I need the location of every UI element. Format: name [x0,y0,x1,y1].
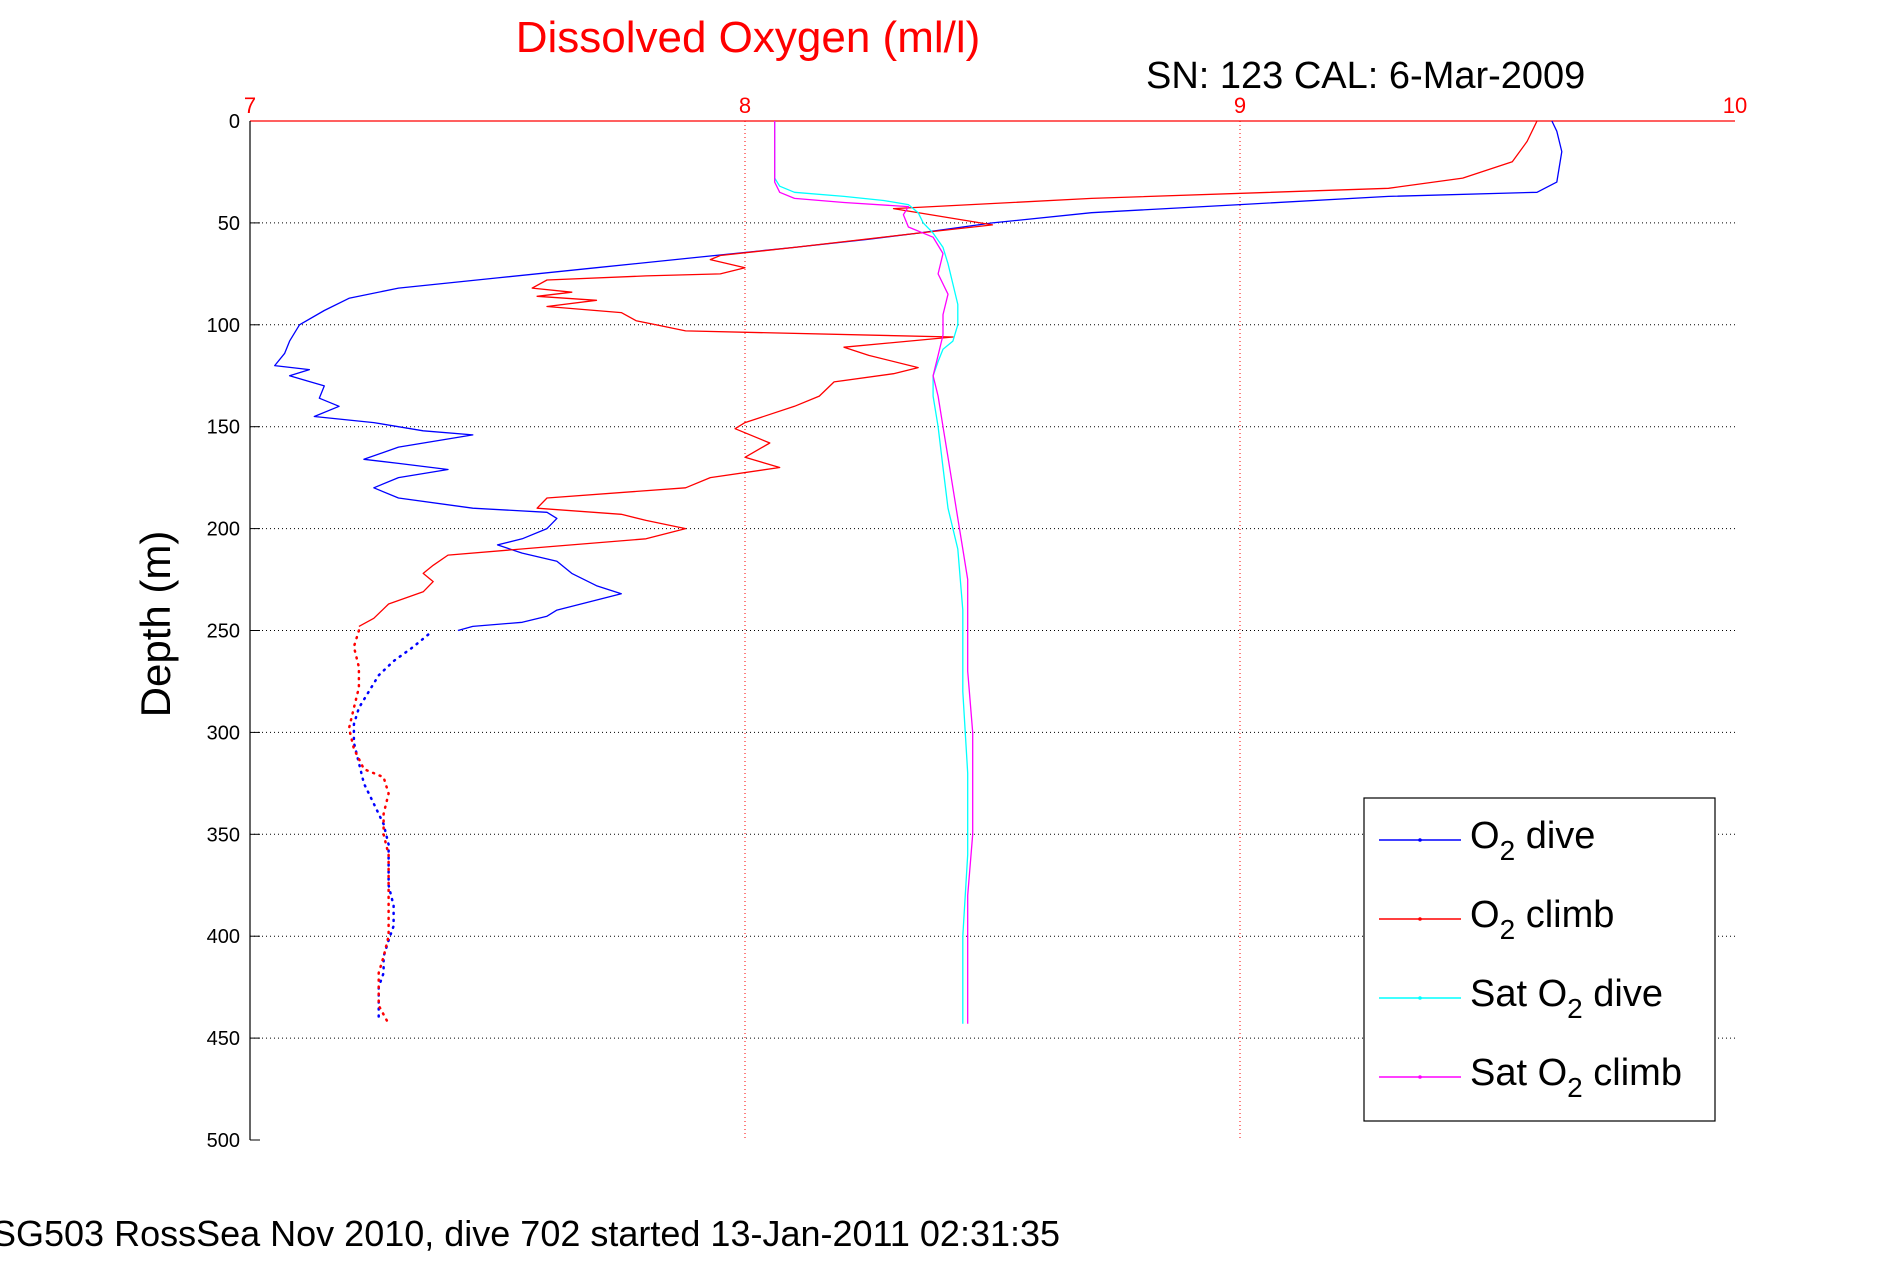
x-tick-label: 8 [739,93,751,118]
legend: O2 dive O2 climb Sat O2 dive Sat O2 climb [1363,797,1716,1122]
footer-caption: SG503 RossSea Nov 2010, dive 702 started… [0,1213,1060,1254]
y-tick-label: 0 [229,111,240,133]
series-o2-dive-tail-line [352,633,430,1019]
y-tick-label: 500 [207,1130,240,1152]
series-sat-o2-dive-line [774,121,969,1024]
y-tick-label: 150 [207,417,240,439]
legend-box [1363,797,1716,1122]
legend-label: O2 dive [1470,815,1595,866]
y-tick-label: 300 [207,722,240,744]
legend-label: O2 climb [1470,894,1614,945]
series-sat-o2-climb-line [774,121,974,1024]
x-tick-label: 10 [1723,93,1747,118]
x-tick-label: 9 [1234,93,1246,118]
legend-marker [1418,917,1422,921]
series [274,120,1563,1026]
x-tick-label: 7 [244,93,256,118]
y-tick-label: 50 [218,213,240,235]
axes: 0 50 100 150 200 250 300 350 400 450 500 7 8 9 10 [207,93,1748,1152]
series-o2-climb-tail-line [347,629,390,1026]
y-tick-label: 100 [207,315,240,337]
y-tick-label: 350 [207,824,240,846]
legend-marker [1418,838,1422,842]
y-tick-label: 250 [207,621,240,643]
y-axis-label: Depth (m) [132,531,179,718]
legend-label: Sat O2 climb [1470,1052,1682,1103]
legend-label: Sat O2 dive [1470,973,1663,1024]
chart-subtitle: SN: 123 CAL: 6-Mar-2009 [1146,55,1585,97]
y-tick-label: 450 [207,1028,240,1050]
legend-marker [1418,996,1422,1000]
chart-title: Dissolved Oxygen (ml/l) [516,13,981,62]
y-tick-label: 200 [207,519,240,541]
series-o2-climb-line [358,120,1538,627]
legend-marker [1418,1075,1422,1079]
y-tick-label: 400 [207,926,240,948]
